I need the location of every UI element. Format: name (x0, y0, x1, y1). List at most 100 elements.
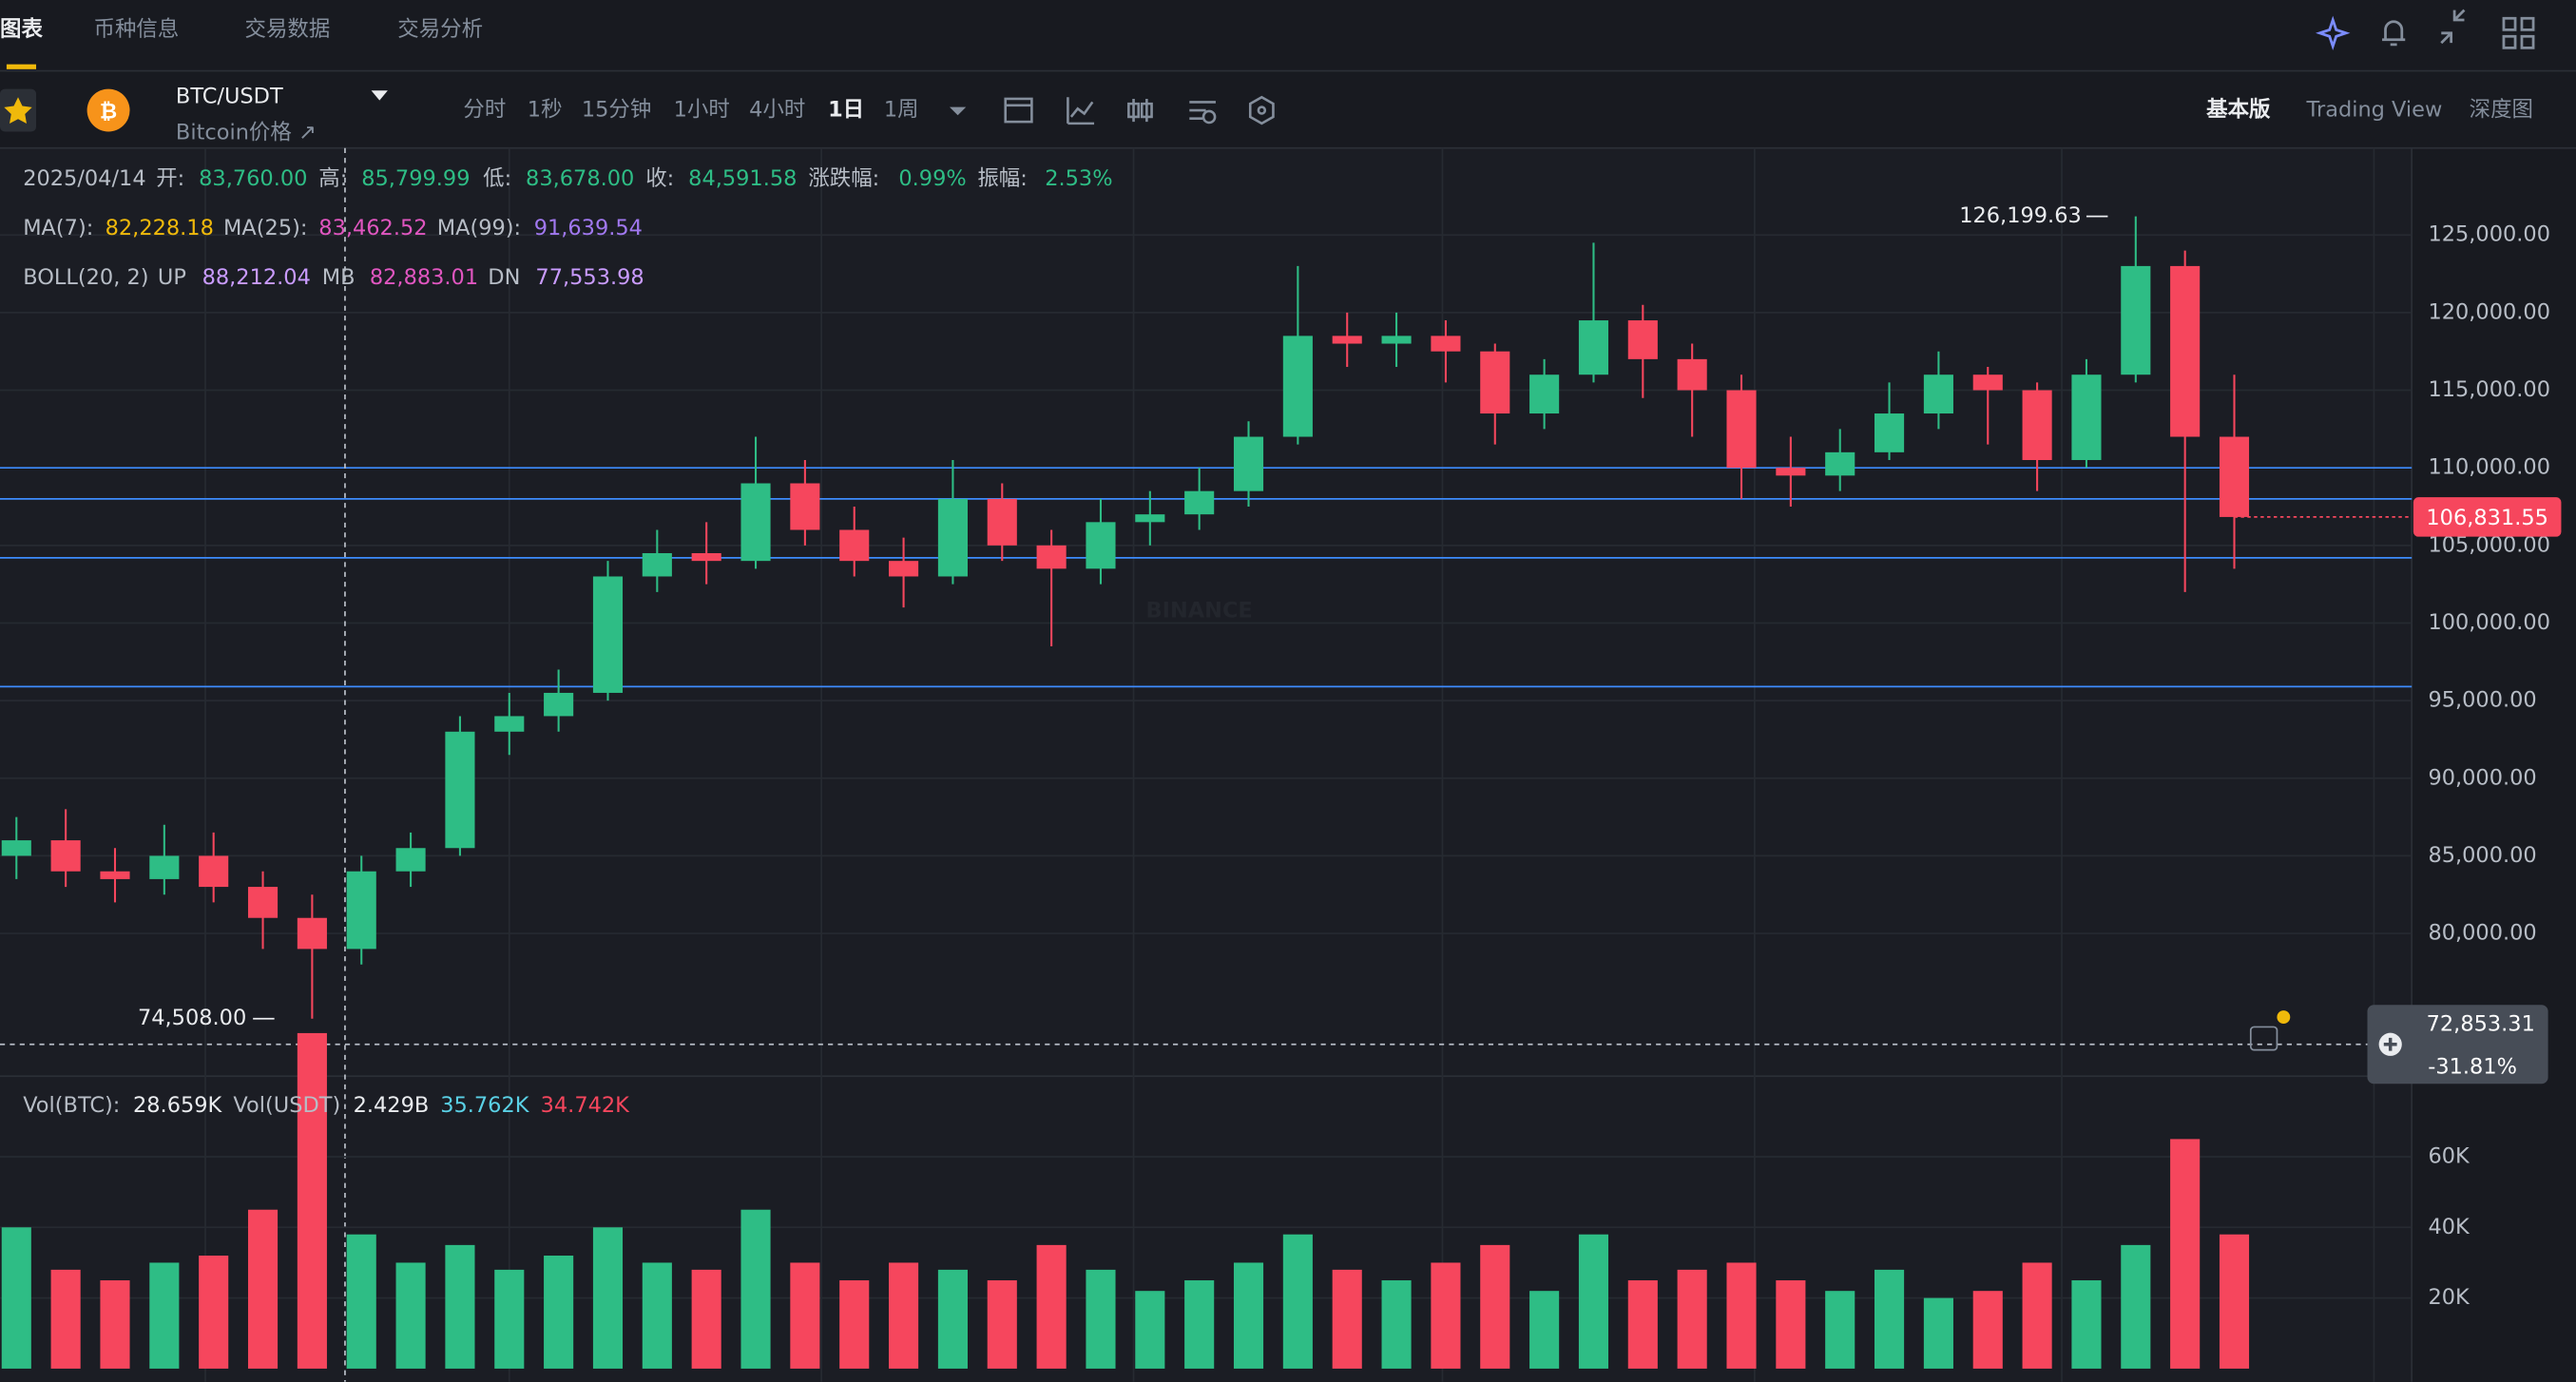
last-price-tag (2413, 497, 2562, 537)
volume-bar (1923, 1297, 1953, 1369)
candle-body (642, 552, 672, 577)
interval[interactable]: 15分钟 (582, 98, 651, 123)
annotation: 74,508.00 (138, 1006, 246, 1030)
volume-bar (592, 1227, 624, 1369)
boll-value: 77,553.98 (535, 265, 644, 290)
volume-bar (1036, 1244, 1067, 1369)
coin-glyph: ₿ (100, 99, 117, 124)
info-label: 开: (156, 166, 184, 191)
volume-bar (1135, 1291, 1165, 1369)
candle-body (1972, 374, 2003, 391)
plot-area (0, 147, 2413, 1382)
y-tick-label: 95,000.00 (2428, 688, 2536, 713)
tab[interactable]: 币种信息 (94, 17, 180, 42)
volume-bar (2022, 1262, 2052, 1369)
volume-bar (1332, 1269, 1362, 1369)
ma-label: MA(99): (437, 216, 521, 240)
volume-bar (297, 1032, 327, 1369)
boll-label: MB (322, 265, 356, 290)
view-tab[interactable]: Trading View (2306, 98, 2443, 123)
volume-bar (1677, 1269, 1707, 1369)
pair[interactable]: BTC/USDT (176, 85, 283, 109)
candle-body (1726, 390, 1757, 469)
tool-icons[interactable] (1004, 95, 1275, 125)
volume-bar (1381, 1280, 1412, 1369)
candle-body (1776, 468, 1806, 476)
vol-tick-label: 20K (2428, 1285, 2470, 1310)
y-tick-label: 90,000.00 (2428, 765, 2536, 790)
interval[interactable]: 1小时 (674, 98, 730, 123)
interval[interactable]: 1周 (884, 98, 919, 123)
candle-body (592, 576, 624, 693)
candle-body (740, 483, 771, 562)
tab-indicator (6, 64, 37, 69)
candle-body (790, 483, 820, 530)
interval[interactable]: 分时 (463, 98, 506, 123)
interval[interactable]: 1日 (828, 98, 864, 123)
volume-bar (1972, 1291, 2003, 1369)
crosshair-tag (2367, 1005, 2548, 1084)
view-tab[interactable]: 深度图 (2470, 98, 2533, 123)
y-tick-label: 85,000.00 (2428, 843, 2536, 868)
info-value: 83,678.00 (526, 166, 634, 191)
y-tick-label: 80,000.00 (2428, 921, 2536, 946)
candle-body (199, 855, 229, 888)
volume-bar (889, 1262, 919, 1369)
y-tick-label: 110,000.00 (2428, 455, 2550, 480)
dropdown[interactable] (371, 90, 388, 101)
crosshair-price: 72,853.31 (2427, 1012, 2535, 1037)
vol-value: 28.659K (133, 1093, 223, 1118)
volume-bar (1627, 1280, 1658, 1369)
interval-dropdown[interactable] (949, 106, 967, 116)
top-icons[interactable] (2316, 9, 2535, 51)
interval[interactable]: 1秒 (528, 98, 563, 123)
view-tab[interactable]: 基本版 (2206, 97, 2271, 123)
candle-body (494, 716, 525, 732)
boll-value: 82,883.01 (370, 265, 478, 290)
tab[interactable]: 图表 (0, 17, 43, 42)
y-tick-label: 120,000.00 (2428, 299, 2550, 324)
volume-bar (790, 1262, 820, 1369)
boll-value: 88,212.04 (202, 265, 311, 290)
volume-bar (100, 1280, 130, 1369)
candle-body (1184, 490, 1215, 515)
vol-ma: 34.742K (541, 1093, 631, 1118)
y-tick-label: 105,000.00 (2428, 532, 2550, 557)
candle-body (2022, 390, 2052, 461)
volume-bar (987, 1280, 1017, 1369)
last-price-label: 106,831.55 (2426, 506, 2548, 530)
candle-body (2121, 265, 2151, 375)
info-label: 涨跌幅: (808, 166, 879, 191)
candle-body (1923, 374, 1953, 414)
volume-bar (2170, 1139, 2201, 1369)
interval[interactable]: 4小时 (749, 98, 805, 123)
candle-body (149, 855, 180, 879)
boll-label: DN (488, 265, 520, 290)
v-grid (204, 147, 2375, 1382)
candle-body (1036, 545, 1067, 569)
volume-bar (1184, 1280, 1215, 1369)
candle-body (1529, 374, 1560, 414)
ma-label: MA(7): (23, 216, 93, 240)
pair-subtitle[interactable]: Bitcoin价格 ↗ (176, 121, 317, 145)
volume-bar (691, 1269, 721, 1369)
info-label: 收: (645, 166, 674, 191)
notice-dot (2277, 1010, 2291, 1024)
volume-bar (445, 1244, 475, 1369)
candle-body (889, 561, 919, 577)
candle-body (1, 840, 31, 856)
info-value: 83,760.00 (199, 166, 307, 191)
volume-bar (2121, 1244, 2151, 1369)
candle-body (100, 871, 130, 879)
info-value: 84,591.58 (688, 166, 797, 191)
volume-bar (1874, 1269, 1905, 1369)
volume-bar (149, 1262, 180, 1369)
volume-bar (199, 1256, 229, 1369)
volume-bar (1480, 1244, 1510, 1369)
candle-body (544, 692, 574, 717)
boll-label: UP (158, 265, 186, 290)
tab[interactable]: 交易分析 (397, 17, 483, 42)
tab[interactable]: 交易数据 (245, 17, 331, 42)
info-value: 0.99% (898, 166, 966, 191)
